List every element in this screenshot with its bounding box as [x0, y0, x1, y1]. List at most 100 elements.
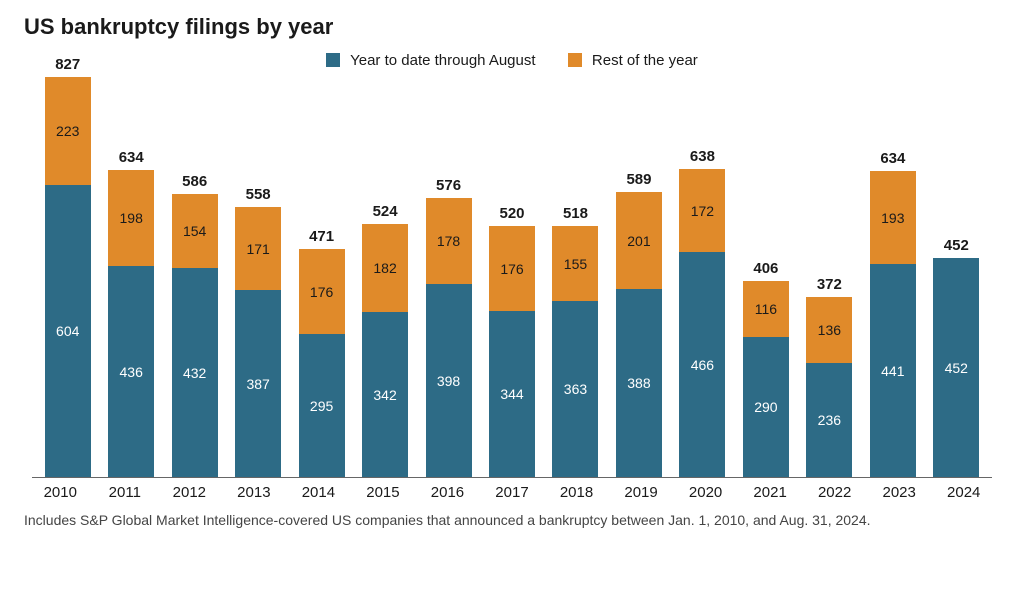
- bar-2012: 586 154 432: [163, 173, 226, 477]
- bar-2018: 518155363: [544, 205, 607, 477]
- bar-segment-rest: 201: [616, 192, 662, 289]
- x-label: 2016: [415, 484, 480, 501]
- bar-2022: 372136236: [798, 276, 861, 477]
- x-label: 2014: [286, 484, 351, 501]
- bar-total-label: 634: [880, 150, 905, 167]
- bar-2011: 634 198 436: [99, 149, 162, 477]
- x-label: 2019: [609, 484, 674, 501]
- bar-total-label: 634: [119, 149, 144, 166]
- bar-total-label: 471: [309, 228, 334, 245]
- bar-value-rest: 176: [310, 284, 333, 300]
- bar-segment-rest: 198: [108, 170, 154, 266]
- x-label: 2011: [93, 484, 158, 501]
- legend-label-ytd: Year to date through August: [350, 52, 535, 69]
- chart-container: US bankruptcy filings by year Year to da…: [0, 0, 1024, 594]
- x-label: 2010: [28, 484, 93, 501]
- bar-2023: 634 193 441: [861, 150, 924, 477]
- x-axis-labels: 2010201120122013201420152016201720182019…: [24, 478, 1000, 501]
- bar-value-ytd: 344: [500, 386, 523, 402]
- bar-segment-ytd: 432: [172, 268, 218, 477]
- bar-segment-ytd: 236: [806, 363, 852, 477]
- bar-total-label: 558: [246, 186, 271, 203]
- bar-segment-rest: 171: [235, 207, 281, 290]
- bar-total-label: 586: [182, 173, 207, 190]
- bar-total-label: 638: [690, 148, 715, 165]
- bar-value-rest: 198: [120, 210, 143, 226]
- bar-total-label: 589: [626, 171, 651, 188]
- bar-segment-ytd: 436: [108, 266, 154, 477]
- legend: Year to date through August Rest of the …: [24, 52, 1000, 69]
- bar-stack: 176344: [489, 226, 535, 477]
- bar-value-ytd: 604: [56, 323, 79, 339]
- bar-segment-rest: 136: [806, 297, 852, 363]
- bar-value-rest: 182: [373, 260, 396, 276]
- bar-stack: 172 466: [679, 169, 725, 477]
- chart-title: US bankruptcy filings by year: [24, 14, 1000, 40]
- x-label: 2015: [351, 484, 416, 501]
- bar-value-ytd: 388: [627, 375, 650, 391]
- bar-total-label: 827: [55, 56, 80, 73]
- bar-stack: 193 441: [870, 171, 916, 477]
- bar-value-ytd: 436: [120, 364, 143, 380]
- legend-swatch-rest: [568, 53, 582, 67]
- plot-area: 8272236046341984365861544325581713874711…: [32, 77, 992, 478]
- bar-stack: 155 363: [552, 226, 598, 477]
- bar-value-ytd: 432: [183, 365, 206, 381]
- bar-2016: 576 178 398: [417, 177, 480, 477]
- legend-swatch-ytd: [326, 53, 340, 67]
- bar-segment-rest: 176: [299, 249, 345, 334]
- bar-value-rest: 193: [881, 210, 904, 226]
- bar-2013: 558171387: [226, 186, 289, 477]
- bar-segment-rest: 182: [362, 224, 408, 312]
- bars-row: 8272236046341984365861544325581713874711…: [32, 77, 992, 477]
- bar-value-rest: 172: [691, 203, 714, 219]
- bar-segment-ytd: 398: [426, 284, 472, 477]
- bar-total-label: 520: [500, 205, 525, 222]
- bar-segment-rest: 155: [552, 226, 598, 301]
- bar-value-ytd: 466: [691, 357, 714, 373]
- bar-value-rest: 223: [56, 123, 79, 139]
- bar-value-ytd: 236: [818, 412, 841, 428]
- bar-stack: 452: [933, 258, 979, 477]
- x-label: 2018: [544, 484, 609, 501]
- legend-item-ytd: Year to date through August: [326, 52, 535, 69]
- bar-stack: 223 604: [45, 77, 91, 477]
- bar-value-ytd: 452: [945, 360, 968, 376]
- bar-segment-ytd: 344: [489, 311, 535, 477]
- bar-2021: 406 116 290: [734, 260, 797, 477]
- bar-value-rest: 155: [564, 256, 587, 272]
- bar-stack: 198 436: [108, 170, 154, 477]
- bar-segment-ytd: 452: [933, 258, 979, 477]
- bar-segment-rest: 116: [743, 281, 789, 337]
- x-label: 2024: [931, 484, 996, 501]
- bar-segment-ytd: 363: [552, 301, 598, 477]
- x-label: 2022: [802, 484, 867, 501]
- bar-stack: 176 295: [299, 249, 345, 477]
- x-label: 2021: [738, 484, 803, 501]
- x-label: 2023: [867, 484, 932, 501]
- legend-label-rest: Rest of the year: [592, 52, 698, 69]
- bar-total-label: 524: [373, 203, 398, 220]
- bar-value-rest: 178: [437, 233, 460, 249]
- bar-total-label: 576: [436, 177, 461, 194]
- bar-segment-ytd: 441: [870, 264, 916, 477]
- bar-value-rest: 201: [627, 233, 650, 249]
- bar-segment-ytd: 466: [679, 252, 725, 477]
- bar-value-ytd: 295: [310, 398, 333, 414]
- bar-2019: 589 201 388: [607, 171, 670, 477]
- bar-stack: 136 236: [806, 297, 852, 477]
- bar-value-ytd: 398: [437, 373, 460, 389]
- bar-segment-rest: 178: [426, 198, 472, 284]
- bar-segment-ytd: 388: [616, 289, 662, 477]
- bar-segment-ytd: 295: [299, 334, 345, 477]
- bar-stack: 201 388: [616, 192, 662, 477]
- x-label: 2013: [222, 484, 287, 501]
- bar-segment-rest: 172: [679, 169, 725, 252]
- bar-value-rest: 154: [183, 223, 206, 239]
- bar-segment-ytd: 604: [45, 185, 91, 477]
- bar-value-ytd: 342: [373, 387, 396, 403]
- bar-total-label: 406: [753, 260, 778, 277]
- bar-2010: 827 223 604: [36, 56, 99, 477]
- bar-value-ytd: 290: [754, 399, 777, 415]
- footnote: Includes S&P Global Market Intelligence-…: [24, 511, 984, 530]
